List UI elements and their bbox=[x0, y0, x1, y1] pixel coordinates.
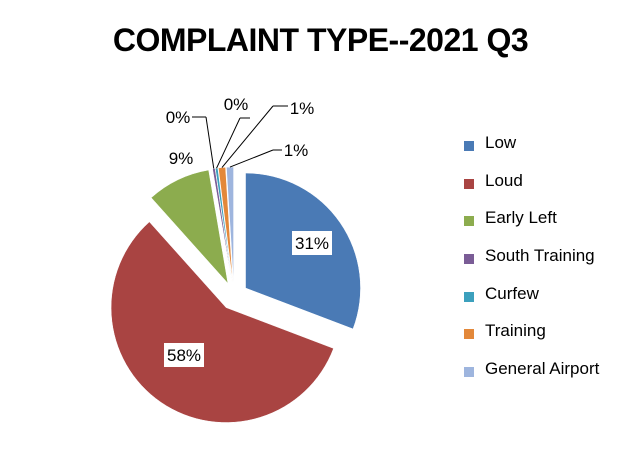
legend-label: Training bbox=[485, 321, 546, 341]
leader-line bbox=[221, 105, 274, 168]
legend-swatch bbox=[464, 178, 474, 189]
pie-slice-general-airport bbox=[226, 166, 234, 283]
slice-label-box bbox=[292, 231, 332, 255]
slice-label: 9% bbox=[169, 149, 194, 168]
slice-label: 58% bbox=[167, 346, 201, 365]
legend: Low Loud Early Left South Training Curfew Tra… bbox=[464, 133, 639, 397]
legend-label: Low bbox=[485, 133, 517, 152]
slice-label: 1% bbox=[290, 99, 315, 118]
legend-swatch bbox=[464, 291, 474, 302]
legend-item: South Training bbox=[464, 246, 639, 284]
legend-item: Curfew bbox=[464, 284, 639, 322]
pie-slice-loud bbox=[110, 221, 334, 423]
legend-item: Early Left bbox=[464, 208, 639, 246]
legend-swatch bbox=[464, 367, 474, 378]
legend-item: Low bbox=[464, 133, 639, 171]
leader-line bbox=[216, 117, 241, 169]
legend-label: Loud bbox=[485, 170, 523, 190]
legend-item: Training bbox=[464, 321, 639, 359]
legend-swatch bbox=[464, 141, 474, 151]
legend-swatch bbox=[464, 254, 474, 265]
legend-label: Early Left bbox=[485, 208, 557, 228]
pie-slice-curfew bbox=[215, 167, 233, 283]
legend-swatch bbox=[464, 329, 474, 340]
slice-label: 0% bbox=[224, 95, 249, 114]
leader-line bbox=[205, 116, 215, 169]
slice-label: 31% bbox=[295, 234, 329, 253]
pie-slice-early-left bbox=[150, 169, 229, 285]
leader-line bbox=[229, 149, 274, 168]
legend-item: General Airport bbox=[464, 359, 639, 397]
legend-label: General Airport bbox=[485, 359, 600, 379]
chart-title: COMPLAINT TYPE--2021 Q3 bbox=[112, 22, 529, 58]
legend-item: Loud bbox=[464, 171, 639, 209]
legend-label: South Training bbox=[485, 246, 595, 266]
slice-label: 0% bbox=[166, 108, 191, 127]
pie-slice-training bbox=[218, 167, 233, 283]
legend-label: Curfew bbox=[485, 283, 539, 303]
slice-label-box bbox=[164, 343, 204, 367]
legend-swatch bbox=[464, 216, 474, 227]
slice-label: 1% bbox=[284, 141, 309, 160]
